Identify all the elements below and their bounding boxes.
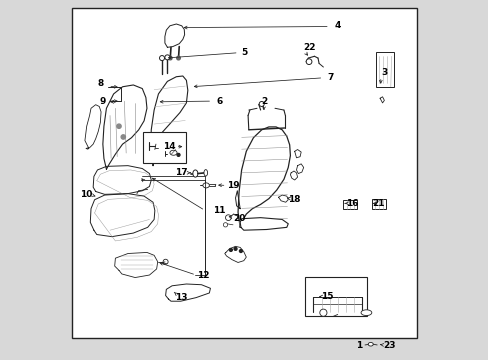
Circle shape (177, 153, 180, 156)
Ellipse shape (360, 310, 371, 316)
Text: 14: 14 (163, 142, 175, 151)
Text: 9: 9 (100, 96, 106, 105)
Ellipse shape (192, 170, 198, 177)
Circle shape (121, 135, 125, 139)
Text: 6: 6 (216, 96, 222, 105)
Circle shape (163, 259, 168, 264)
Polygon shape (290, 171, 297, 180)
Text: 3: 3 (381, 68, 386, 77)
Polygon shape (115, 252, 158, 278)
Circle shape (229, 248, 232, 251)
Text: 12: 12 (197, 270, 209, 279)
Polygon shape (278, 195, 287, 202)
Text: 16: 16 (345, 199, 358, 208)
Circle shape (117, 124, 121, 129)
Text: 2: 2 (261, 97, 267, 106)
Text: 1: 1 (355, 341, 362, 350)
Text: 20: 20 (232, 214, 245, 223)
Text: 22: 22 (302, 43, 315, 52)
Ellipse shape (203, 183, 209, 188)
Bar (143, 132, 185, 163)
Text: 15: 15 (320, 292, 332, 301)
Polygon shape (238, 127, 290, 227)
Circle shape (168, 56, 172, 60)
Polygon shape (379, 97, 384, 103)
Text: 7: 7 (326, 73, 333, 82)
Circle shape (234, 247, 237, 250)
Circle shape (223, 223, 227, 227)
FancyBboxPatch shape (375, 52, 394, 87)
Text: 13: 13 (175, 293, 187, 302)
Polygon shape (296, 164, 303, 174)
Circle shape (225, 215, 231, 221)
Polygon shape (102, 85, 147, 169)
Bar (305, 277, 366, 316)
Text: 21: 21 (372, 199, 385, 208)
Text: 8: 8 (98, 80, 104, 89)
Circle shape (259, 102, 264, 107)
Polygon shape (224, 246, 246, 262)
Polygon shape (165, 284, 210, 301)
Polygon shape (85, 105, 101, 149)
Text: 4: 4 (334, 21, 340, 30)
Polygon shape (294, 149, 301, 158)
Circle shape (164, 55, 169, 60)
Bar (343, 201, 356, 210)
Text: 11: 11 (213, 206, 225, 215)
Ellipse shape (169, 150, 177, 155)
Circle shape (239, 249, 242, 252)
Text: 23: 23 (383, 341, 395, 350)
Circle shape (176, 56, 180, 60)
Polygon shape (90, 194, 155, 237)
Ellipse shape (203, 170, 207, 176)
Ellipse shape (367, 342, 372, 346)
Text: 19: 19 (226, 181, 239, 190)
Circle shape (319, 309, 326, 316)
Circle shape (159, 55, 164, 60)
Text: 5: 5 (241, 48, 247, 57)
Text: 17: 17 (175, 168, 188, 177)
Polygon shape (240, 218, 287, 230)
Polygon shape (93, 166, 151, 194)
Text: 18: 18 (288, 195, 300, 204)
Polygon shape (164, 24, 184, 47)
Polygon shape (150, 76, 187, 166)
Text: 10: 10 (81, 190, 93, 199)
Circle shape (305, 59, 311, 64)
Bar (371, 199, 386, 210)
